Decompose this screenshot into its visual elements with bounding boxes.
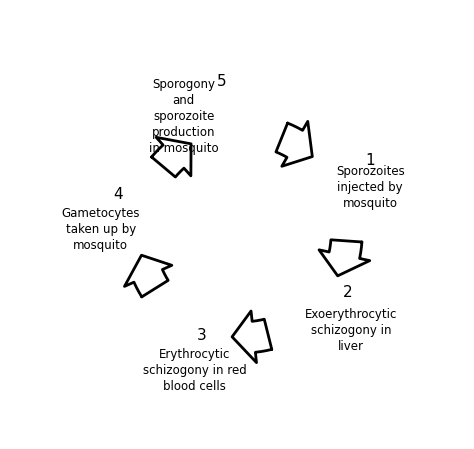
Text: 2: 2: [343, 285, 353, 300]
Text: Exoerythrocytic
schizogony in
liver: Exoerythrocytic schizogony in liver: [305, 308, 397, 353]
Polygon shape: [319, 240, 370, 276]
Polygon shape: [125, 255, 172, 297]
Text: 3: 3: [197, 328, 207, 343]
Text: 4: 4: [113, 187, 123, 202]
Text: Sporozoites
injected by
mosquito: Sporozoites injected by mosquito: [336, 165, 405, 211]
Text: Sporogony
and
sporozoite
production
in mosquito: Sporogony and sporozoite production in m…: [149, 78, 219, 155]
Text: Erythrocytic
schizogony in red
blood cells: Erythrocytic schizogony in red blood cel…: [143, 348, 247, 392]
Polygon shape: [276, 121, 312, 166]
Text: 1: 1: [365, 153, 375, 168]
Text: 5: 5: [217, 74, 227, 89]
Text: Gametocytes
taken up by
mosquito: Gametocytes taken up by mosquito: [62, 207, 140, 252]
Polygon shape: [232, 311, 272, 363]
Polygon shape: [152, 137, 191, 177]
